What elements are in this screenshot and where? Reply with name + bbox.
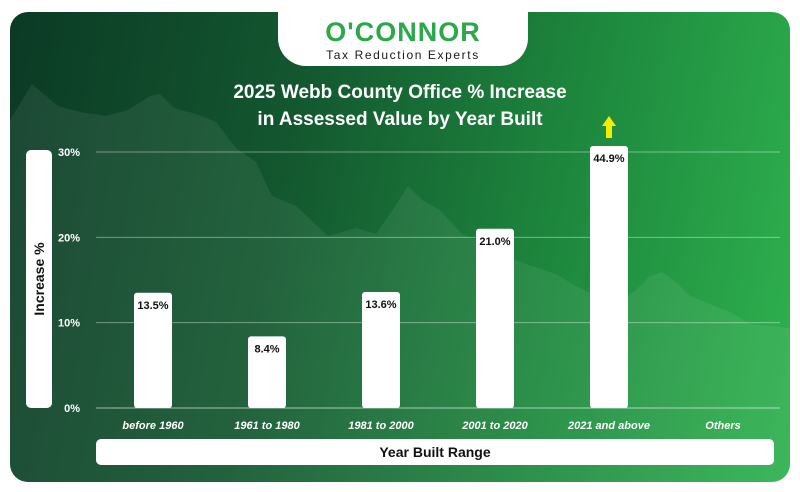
data-label: 13.6% <box>365 299 396 311</box>
bar <box>590 146 628 408</box>
bar <box>248 336 286 408</box>
bar <box>362 291 400 408</box>
x-tick-label: 1981 to 2000 <box>348 420 414 432</box>
bar <box>476 228 514 408</box>
chart-title-line-1: 2025 Webb County Office % Increase <box>233 82 567 103</box>
data-label: 21.0% <box>479 236 510 248</box>
bar-chart-plot: 0% 10% 20% 30% 13.5% before 1960 8.4% 1961 to 1… <box>58 116 780 432</box>
x-tick-label: before 1960 <box>122 420 184 432</box>
chart-card: O'CONNOR Tax Reduction Experts 2025 Webb… <box>10 12 790 482</box>
bar <box>134 292 172 408</box>
up-arrow-icon <box>602 116 616 138</box>
x-tick-label: 2001 to 2020 <box>461 420 528 432</box>
y-tick-label: 30% <box>58 147 80 159</box>
x-tick-label: 1961 to 1980 <box>234 420 300 432</box>
brand-tagline: Tax Reduction Experts <box>326 48 480 62</box>
x-tick-label: Others <box>705 420 740 432</box>
data-label: 8.4% <box>254 343 279 355</box>
x-tick-label: 2021 and above <box>567 420 650 432</box>
x-axis-label: Year Built Range <box>96 439 774 465</box>
brand-logo: O'CONNOR Tax Reduction Experts <box>278 12 528 66</box>
data-label: 13.5% <box>137 300 168 312</box>
y-tick-label: 0% <box>64 403 80 415</box>
y-tick-label: 10% <box>58 318 80 330</box>
data-label: 44.9% <box>593 153 624 165</box>
chart-title-line-2: in Assessed Value by Year Built <box>257 109 543 130</box>
y-axis-label-box <box>26 150 52 408</box>
y-tick-label: 20% <box>58 232 80 244</box>
brand-name: O'CONNOR <box>325 17 481 47</box>
